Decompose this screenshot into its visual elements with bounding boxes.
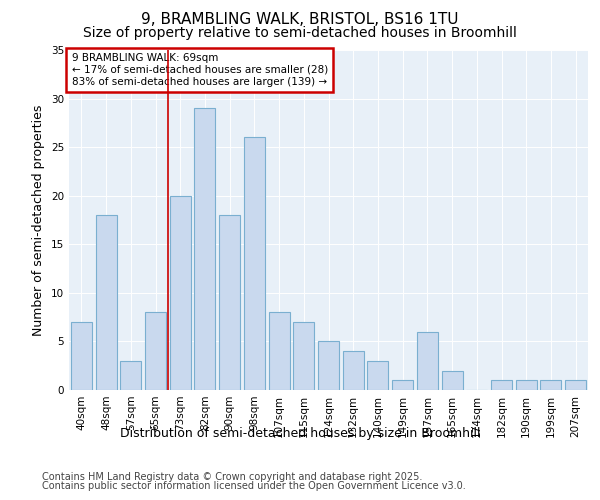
Bar (541, 380, 562, 390)
Bar (293, 322, 314, 390)
Bar (194, 108, 215, 390)
Text: 9 BRAMBLING WALK: 69sqm
← 17% of semi-detached houses are smaller (28)
83% of se: 9 BRAMBLING WALK: 69sqm ← 17% of semi-de… (71, 54, 328, 86)
Bar (343, 351, 364, 390)
Bar (95, 215, 116, 390)
Bar (318, 342, 339, 390)
Y-axis label: Number of semi-detached properties: Number of semi-detached properties (32, 104, 46, 336)
Bar (170, 196, 191, 390)
Bar (120, 361, 141, 390)
Bar (269, 312, 290, 390)
Bar (516, 380, 537, 390)
Bar (417, 332, 438, 390)
Bar (442, 370, 463, 390)
Bar (71, 322, 92, 390)
Bar (244, 138, 265, 390)
Bar (367, 361, 388, 390)
Bar (392, 380, 413, 390)
Text: Contains public sector information licensed under the Open Government Licence v3: Contains public sector information licen… (42, 481, 466, 491)
Bar (145, 312, 166, 390)
Text: Size of property relative to semi-detached houses in Broomhill: Size of property relative to semi-detach… (83, 26, 517, 40)
Bar (491, 380, 512, 390)
Bar (565, 380, 586, 390)
Text: Contains HM Land Registry data © Crown copyright and database right 2025.: Contains HM Land Registry data © Crown c… (42, 472, 422, 482)
Text: Distribution of semi-detached houses by size in Broomhill: Distribution of semi-detached houses by … (120, 428, 480, 440)
Text: 9, BRAMBLING WALK, BRISTOL, BS16 1TU: 9, BRAMBLING WALK, BRISTOL, BS16 1TU (141, 12, 459, 28)
Bar (219, 215, 240, 390)
